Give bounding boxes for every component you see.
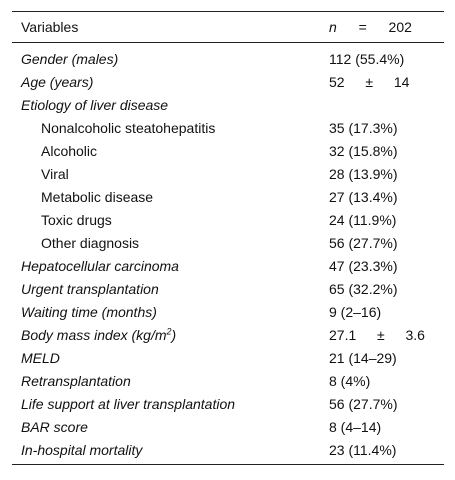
row-value: 9 (2–16) bbox=[329, 303, 382, 320]
table-header: Variables n = 202 bbox=[12, 11, 444, 43]
table-row: Etiology of liver disease bbox=[12, 93, 444, 116]
row-value: 27.1 ± 3.6 bbox=[329, 323, 444, 346]
row-label: Urgent transplantation bbox=[21, 280, 159, 297]
row-value: 47 (23.3%) bbox=[329, 257, 398, 274]
row-label: In-hospital mortality bbox=[21, 441, 143, 458]
table-row: Nonalcoholic steatohepatitis 35 (17.3%) bbox=[12, 116, 444, 139]
table-row: Waiting time (months) 9 (2–16) bbox=[12, 300, 444, 323]
value-sd: 3.6 bbox=[405, 326, 425, 343]
row-label: Nonalcoholic steatohepatitis bbox=[41, 119, 216, 136]
row-value: 35 (17.3%) bbox=[329, 119, 398, 136]
row-label: Body mass index (kg/m2) bbox=[12, 323, 329, 346]
header-n-value: 202 bbox=[388, 19, 412, 35]
value-pm: ± bbox=[365, 73, 374, 90]
row-label: Retransplantation bbox=[21, 372, 131, 389]
row-label: Alcoholic bbox=[41, 142, 98, 159]
row-label: Toxic drugs bbox=[41, 211, 112, 228]
row-label: Etiology of liver disease bbox=[21, 96, 169, 113]
header-n: n = 202 bbox=[329, 12, 444, 43]
row-value: 23 (11.4%) bbox=[329, 441, 397, 458]
table-row: Toxic drugs 24 (11.9%) bbox=[12, 208, 444, 231]
row-label-text: Body mass index (kg/m bbox=[21, 326, 167, 343]
characteristics-table: Variables n = 202 Gender (males) 112 (55… bbox=[12, 11, 444, 465]
table-row: BAR score 8 (4–14) bbox=[12, 415, 444, 438]
row-value bbox=[329, 93, 444, 116]
row-value: 56 (27.7%) bbox=[329, 234, 398, 251]
row-label: Waiting time (months) bbox=[21, 303, 157, 320]
table-row: Viral 28 (13.9%) bbox=[12, 162, 444, 185]
row-label: Hepatocellular carcinoma bbox=[21, 257, 179, 274]
row-label: Viral bbox=[41, 165, 69, 182]
table-row: Gender (males) 112 (55.4%) bbox=[12, 43, 444, 71]
row-value: 27 (13.4%) bbox=[329, 188, 398, 205]
table-row: Hepatocellular carcinoma 47 (23.3%) bbox=[12, 254, 444, 277]
row-value: 32 (15.8%) bbox=[329, 142, 398, 159]
data-table: Variables n = 202 Gender (males) 112 (55… bbox=[12, 11, 444, 465]
row-value: 28 (13.9%) bbox=[329, 165, 398, 182]
header-n-symbol: n bbox=[329, 19, 337, 35]
row-value: 56 (27.7%) bbox=[329, 395, 398, 412]
row-value: 8 (4%) bbox=[329, 372, 371, 389]
row-label: Age (years) bbox=[21, 73, 94, 90]
table-row: Body mass index (kg/m2) 27.1 ± 3.6 bbox=[12, 323, 444, 346]
row-value: 52 ± 14 bbox=[329, 70, 444, 93]
row-value: 112 (55.4%) bbox=[329, 50, 405, 67]
table-row: In-hospital mortality 23 (11.4%) bbox=[12, 438, 444, 465]
row-label: MELD bbox=[21, 349, 60, 366]
value-mean: 52 bbox=[329, 73, 345, 90]
table-body: Gender (males) 112 (55.4%) Age (years) 5… bbox=[12, 43, 444, 465]
header-variables: Variables bbox=[21, 19, 79, 35]
row-label: Metabolic disease bbox=[41, 188, 154, 205]
row-label: Gender (males) bbox=[21, 50, 119, 67]
value-pm: ± bbox=[377, 326, 385, 343]
row-value: 21 (14–29) bbox=[329, 349, 397, 366]
row-label: Other diagnosis bbox=[41, 234, 140, 251]
table-row: MELD 21 (14–29) bbox=[12, 346, 444, 369]
table-row: Urgent transplantation 65 (32.2%) bbox=[12, 277, 444, 300]
value-mean: 27.1 bbox=[329, 326, 357, 343]
row-label: Life support at liver transplantation bbox=[21, 395, 236, 412]
value-sd: 14 bbox=[393, 73, 410, 90]
row-value: 24 (11.9%) bbox=[329, 211, 397, 228]
table-row: Age (years) 52 ± 14 bbox=[12, 70, 444, 93]
row-value: 8 (4–14) bbox=[329, 418, 382, 435]
header-row: Variables n = 202 bbox=[12, 11, 444, 43]
table-row: Other diagnosis 56 (27.7%) bbox=[12, 231, 444, 254]
table-row: Life support at liver transplantation 56… bbox=[12, 392, 444, 415]
row-label-superscript: 2 bbox=[166, 325, 172, 336]
header-equals: = bbox=[358, 19, 367, 35]
row-label: BAR score bbox=[21, 418, 88, 435]
table-row: Alcoholic 32 (15.8%) bbox=[12, 139, 444, 162]
row-label-end: ) bbox=[171, 326, 177, 343]
table-row: Retransplantation 8 (4%) bbox=[12, 369, 444, 392]
table-row: Metabolic disease 27 (13.4%) bbox=[12, 185, 444, 208]
row-value: 65 (32.2%) bbox=[329, 280, 398, 297]
